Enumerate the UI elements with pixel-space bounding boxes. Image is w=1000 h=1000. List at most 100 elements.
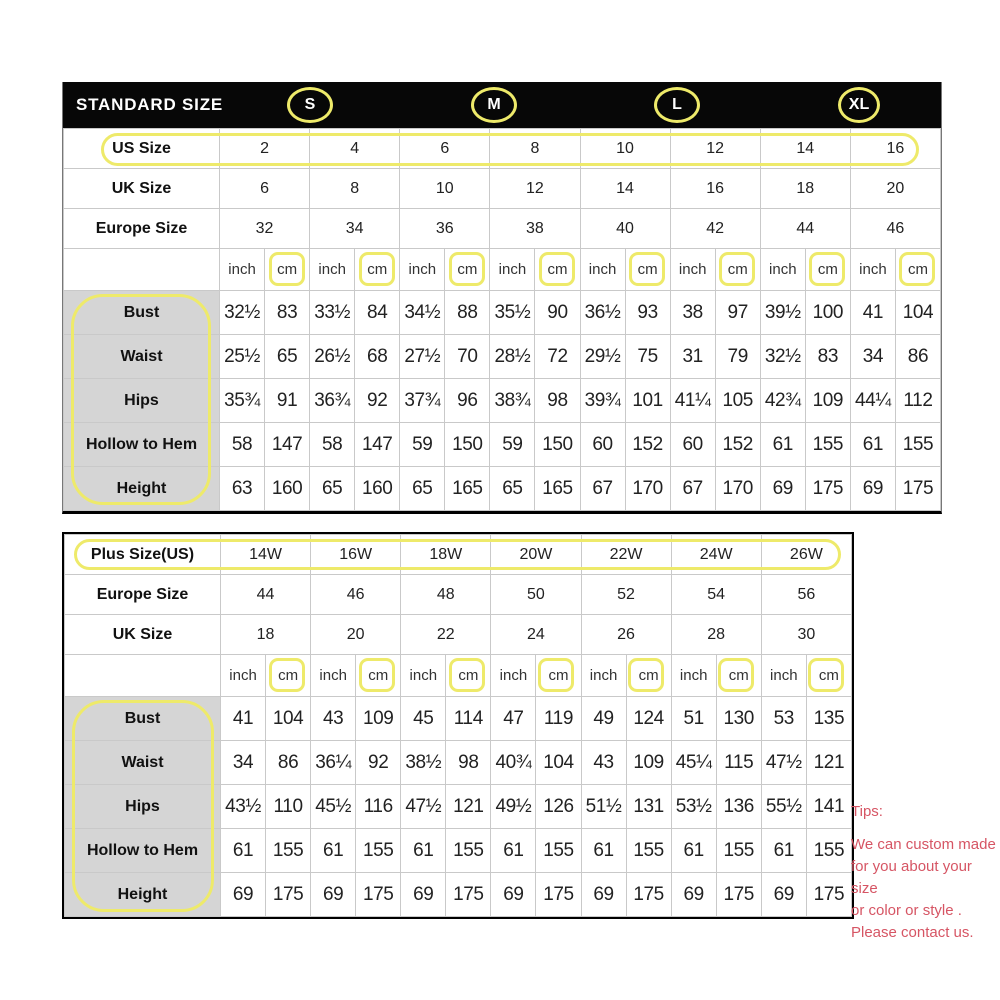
- inch-unit-cell: inch: [849, 248, 896, 291]
- size-value-cell: 46: [849, 208, 942, 249]
- size-m-label: M: [487, 96, 501, 113]
- size-value-cell: 22W: [580, 534, 672, 575]
- cm-unit-cell: cm: [625, 654, 672, 697]
- unit-row-empty-cell: [63, 248, 220, 291]
- cm-unit-cell: cm: [804, 248, 851, 291]
- measurement-inch-cell: 65: [309, 466, 356, 511]
- measurement-inch-cell: 61: [760, 828, 807, 873]
- size-xl-circle-icon: XL: [838, 87, 880, 123]
- cm-unit-cell: cm: [715, 654, 762, 697]
- measurement-cm-cell: 155: [894, 422, 942, 467]
- measurement-row: Waist 25½ 65 26½ 68 27½ 70 28½ 72 29½ 75 31 79 32½ 83 3…: [63, 334, 942, 379]
- measurement-cm-cell: 83: [264, 290, 311, 335]
- measurement-inch-cell: 61: [759, 422, 806, 467]
- measurement-cm-cell: 152: [624, 422, 671, 467]
- cm-unit-cell: cm: [535, 654, 582, 697]
- measurement-row: Bust 32½ 83 33½ 84 34½ 88 35½ 90 36½ 93 38 97 39½ 100 4…: [63, 290, 942, 335]
- size-value-cell: 22: [400, 614, 492, 655]
- measurement-inch-cell: 61: [670, 828, 717, 873]
- measurement-inch-cell: 69: [400, 872, 447, 917]
- measurement-row: Waist 34 86 36¼ 92 38½ 98 40¾ 104 43 109 45¼ 115 47½ 1…: [64, 740, 853, 785]
- measurement-cm-cell: 141: [805, 784, 853, 829]
- size-value-cell: 12: [489, 168, 581, 209]
- standard-size-table: STANDARD SIZE S M L XL US Size 2 4 6 8 10 12 14…: [62, 82, 942, 514]
- measurement-cm-cell: 150: [444, 422, 491, 467]
- size-conversion-row: Europe Size 32 34 36 38 40 42 44 46: [63, 208, 942, 249]
- size-value-cell: 46: [310, 574, 402, 615]
- plus-size-grid: Plus Size(US) 14W 16W 18W 20W 22W 24W 26W Europe…: [64, 534, 853, 917]
- inch-unit-cell: inch: [670, 654, 717, 697]
- size-s-circle-icon: S: [287, 87, 333, 123]
- size-row-label: UK Size: [63, 168, 220, 209]
- cm-unit-cell: cm: [354, 248, 401, 291]
- size-value-cell: 38: [489, 208, 581, 249]
- measurement-cm-cell: 104: [894, 290, 942, 335]
- measurement-row: Height 69 175 69 175 69 175 69 175 69 175 69 175 69 17…: [64, 872, 853, 917]
- measurement-cm-cell: 175: [355, 872, 402, 917]
- size-value-cell: 14: [759, 128, 851, 169]
- measurement-row: Hollow to Hem 58 147 58 147 59 150 59 150 60 152 60…: [63, 422, 942, 467]
- measurement-inch-cell: 26½: [309, 334, 356, 379]
- measurement-inch-cell: 38: [669, 290, 716, 335]
- measurement-label: Hips: [64, 784, 221, 829]
- measurement-inch-cell: 43½: [219, 784, 267, 829]
- size-value-cell: 20: [849, 168, 942, 209]
- measurement-inch-cell: 69: [849, 466, 896, 511]
- cm-unit-cell: cm: [894, 248, 942, 291]
- size-value-cell: 32: [218, 208, 311, 249]
- measurement-cm-cell: 104: [535, 740, 582, 785]
- measurement-cm-cell: 155: [715, 828, 762, 873]
- measurement-inch-cell: 63: [218, 466, 266, 511]
- size-value-cell: 40: [579, 208, 671, 249]
- measurement-label: Bust: [64, 696, 221, 741]
- measurement-cm-cell: 150: [534, 422, 581, 467]
- tips-line: We can custom made: [851, 836, 996, 853]
- measurement-cm-cell: 147: [264, 422, 311, 467]
- measurement-cm-cell: 104: [265, 696, 312, 741]
- measurement-cm-cell: 165: [444, 466, 491, 511]
- size-value-cell: 26: [580, 614, 672, 655]
- size-value-cell: 12: [669, 128, 761, 169]
- measurement-cm-cell: 116: [355, 784, 402, 829]
- size-l-circle-icon: L: [654, 87, 700, 123]
- measurement-cm-cell: 170: [624, 466, 671, 511]
- measurement-label: Hips: [63, 378, 220, 423]
- size-value-cell: 26W: [760, 534, 853, 575]
- measurement-inch-cell: 60: [669, 422, 716, 467]
- measurement-cm-cell: 175: [535, 872, 582, 917]
- measurement-inch-cell: 61: [849, 422, 896, 467]
- size-value-cell: 44: [219, 574, 312, 615]
- measurement-inch-cell: 37¾: [399, 378, 446, 423]
- size-value-cell: 48: [400, 574, 492, 615]
- measurement-cm-cell: 84: [354, 290, 401, 335]
- measurement-label: Bust: [63, 290, 220, 335]
- measurement-cm-cell: 131: [625, 784, 672, 829]
- measurement-inch-cell: 59: [489, 422, 536, 467]
- measurement-cm-cell: 92: [354, 378, 401, 423]
- tips-title: Tips:: [851, 803, 883, 820]
- size-value-cell: 10: [399, 168, 491, 209]
- measurement-cm-cell: 86: [265, 740, 312, 785]
- measurement-cm-cell: 109: [355, 696, 402, 741]
- measurement-inch-cell: 58: [309, 422, 356, 467]
- measurement-cm-cell: 152: [714, 422, 761, 467]
- measurement-cm-cell: 79: [714, 334, 761, 379]
- inch-unit-cell: inch: [669, 248, 716, 291]
- measurement-label: Hollow to Hem: [64, 828, 221, 873]
- inch-unit-cell: inch: [760, 654, 807, 697]
- measurement-cm-cell: 119: [535, 696, 582, 741]
- measurement-cm-cell: 160: [264, 466, 311, 511]
- measurement-inch-cell: 34½: [399, 290, 446, 335]
- measurement-inch-cell: 41: [849, 290, 896, 335]
- size-conversion-row: Europe Size 44 46 48 50 52 54 56: [64, 574, 853, 615]
- tips-line: for you about your size: [851, 858, 972, 897]
- cm-unit-cell: cm: [444, 248, 491, 291]
- cm-unit-cell: cm: [445, 654, 492, 697]
- size-value-cell: 18W: [400, 534, 492, 575]
- measurement-inch-cell: 61: [310, 828, 357, 873]
- inch-unit-cell: inch: [400, 654, 447, 697]
- measurement-row: Hips 35¾ 91 36¾ 92 37¾ 96 38¾ 98 39¾ 101 41¼ 105 42¾ 1…: [63, 378, 942, 423]
- measurement-label: Hollow to Hem: [63, 422, 220, 467]
- measurement-cm-cell: 175: [445, 872, 492, 917]
- size-value-cell: 50: [490, 574, 582, 615]
